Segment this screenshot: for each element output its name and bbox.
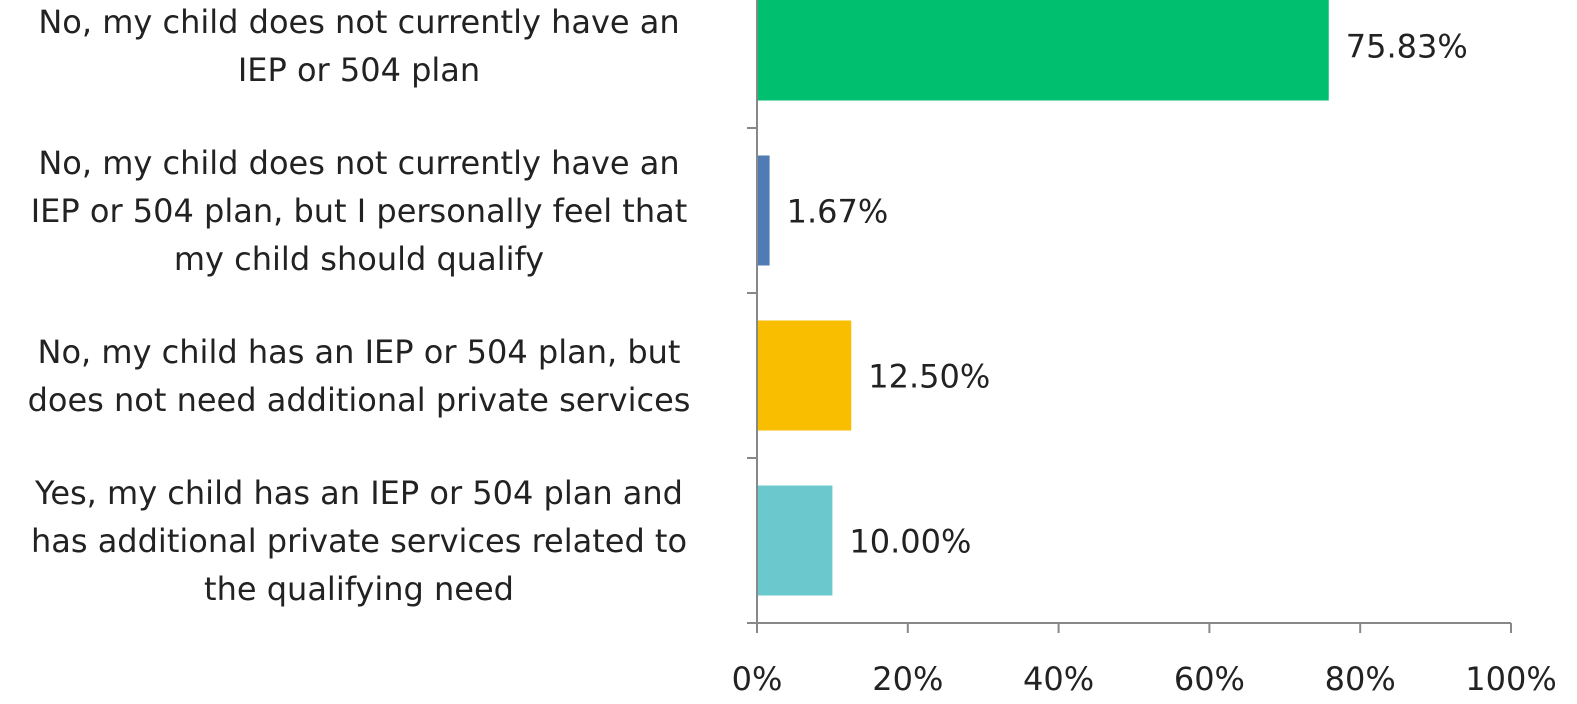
tick-label-100-pct: 100%	[1465, 660, 1556, 698]
bar-3	[757, 320, 852, 431]
category-label-line: IEP or 504 plan	[237, 50, 481, 89]
category-label-1: No, my child does not currently have an I…	[0, 0, 718, 94]
bar-4	[757, 485, 833, 596]
category-label-line: my child should qualify	[173, 239, 545, 278]
data-label-3: 12.50%	[868, 358, 990, 396]
tick-label-60-pct: 60%	[1174, 660, 1245, 698]
tick-label-80-pct: 80%	[1325, 660, 1396, 698]
category-label-line: has additional private services related …	[30, 521, 688, 560]
category-label-line: IEP or 504 plan, but I personally feel t…	[30, 191, 688, 230]
data-label-4: 10.00%	[849, 523, 971, 561]
bar-2	[757, 155, 770, 266]
category-label-line: Yes, my child has an IEP or 504 plan and	[35, 473, 683, 512]
data-label-2: 1.67%	[787, 193, 889, 231]
category-label-line: No, my child does not currently have an	[38, 143, 680, 182]
tick-label-20-pct: 20%	[872, 660, 943, 698]
category-label-line: No, my child does not currently have an	[38, 2, 680, 41]
category-label-4: Yes, my child has an IEP or 504 plan and…	[0, 469, 718, 613]
category-label-3: No, my child has an IEP or 504 plan, but…	[0, 328, 718, 424]
tick-label-40-pct: 40%	[1023, 660, 1094, 698]
tick-label-0-pct: 0%	[732, 660, 783, 698]
category-label-line: does not need additional private service…	[27, 380, 691, 419]
category-label-line: No, my child has an IEP or 504 plan, but	[37, 332, 681, 371]
category-label-line: the qualifying need	[204, 569, 514, 608]
bar-1	[757, 0, 1329, 101]
category-label-2: No, my child does not currently have an I…	[0, 139, 718, 283]
data-label-1: 75.83%	[1346, 28, 1468, 66]
